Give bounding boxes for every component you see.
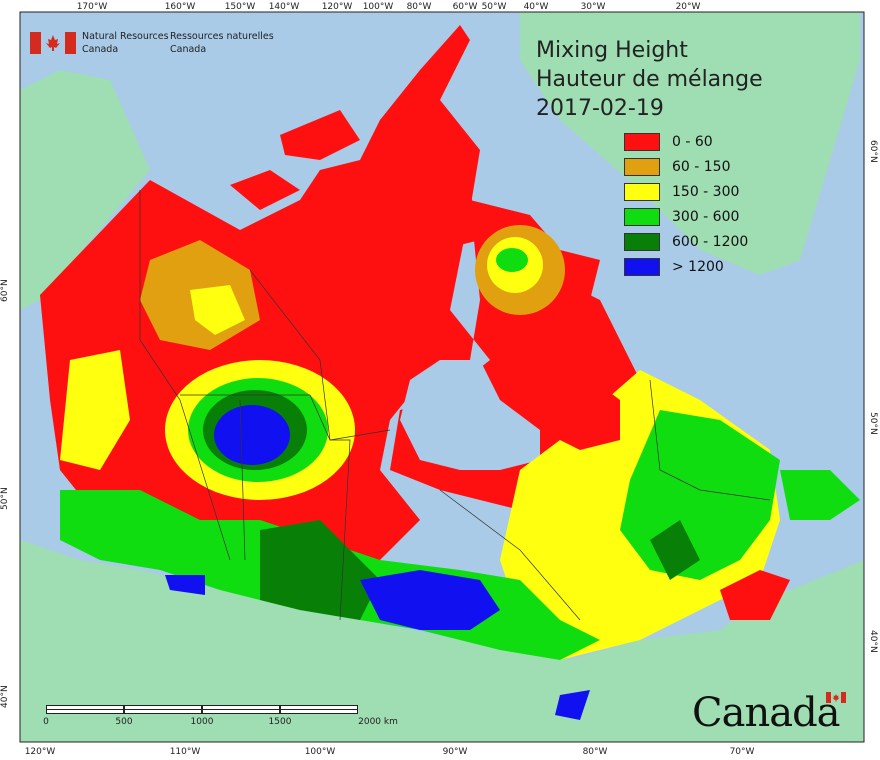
hudson-bay: [400, 360, 540, 470]
canada-flag-icon: [30, 32, 76, 54]
bc-blue: [165, 575, 205, 595]
quebec-red: [530, 370, 620, 450]
newfoundland: [780, 470, 860, 520]
legend-swatch: [624, 208, 660, 226]
bottom-tick: 70°W: [729, 747, 755, 757]
top-tick: 40°W: [523, 2, 549, 12]
legend-label: 150 - 300: [672, 184, 740, 200]
right-tick: 60°N: [868, 140, 878, 163]
maritimes-red: [720, 570, 790, 620]
legend-swatch: [624, 133, 660, 151]
top-tick: 100°W: [362, 2, 394, 12]
ontario-south-blue: [555, 690, 590, 720]
baffin-green: [496, 248, 528, 272]
south-darkgreen-band: [260, 520, 380, 620]
top-tick: 80°W: [406, 2, 432, 12]
arctic-island: [230, 170, 300, 210]
legend-label: 600 - 1200: [672, 234, 749, 250]
legend-label: > 1200: [672, 259, 724, 275]
wordmark-flag-icon: [826, 692, 846, 703]
agency-french: Ressources naturelles Canada: [170, 30, 280, 56]
agency-french-line: Canada: [170, 44, 207, 55]
top-tick: 170°W: [76, 2, 108, 12]
left-tick: 50°N: [0, 487, 10, 510]
agency-english-line: Natural Resources: [82, 31, 169, 42]
scale-midline: [46, 709, 358, 710]
bottom-tick: 80°W: [582, 747, 608, 757]
right-tick: 50°N: [868, 412, 878, 435]
legend-label: 300 - 600: [672, 209, 740, 225]
left-tick: 60°N: [0, 279, 10, 302]
west-yellow: [60, 350, 130, 470]
provincial-borders: [139, 190, 771, 621]
title-line: Hauteur de mélange: [536, 67, 763, 92]
legend-label: 60 - 150: [672, 159, 731, 175]
alaska-land: [20, 70, 150, 310]
scale-label: 0: [43, 717, 49, 727]
bottom-tick: 90°W: [442, 747, 468, 757]
top-tick: 20°W: [675, 2, 701, 12]
legend-swatch: [624, 183, 660, 201]
agency-french-line: Ressources naturelles: [170, 31, 274, 42]
map-title: Mixing Height Hauteur de mélange 2017-02…: [536, 36, 763, 123]
sask-blue: [214, 405, 290, 465]
labrador-darkgreen: [650, 520, 700, 580]
left-tick: 40°N: [0, 685, 10, 708]
title-line: 2017-02-19: [536, 96, 664, 121]
scale-label: 1500: [268, 717, 292, 727]
bottom-tick: 110°W: [169, 747, 201, 757]
top-tick: 30°W: [580, 2, 606, 12]
top-tick: 60°W: [452, 2, 478, 12]
top-tick: 150°W: [224, 2, 256, 12]
top-tick: 50°W: [481, 2, 507, 12]
top-tick: 160°W: [164, 2, 196, 12]
scale-label: 1000: [190, 717, 214, 727]
legend-swatch: [624, 233, 660, 251]
map-border: [19, 11, 865, 743]
usa-land: [20, 540, 864, 742]
right-tick: 40°N: [868, 630, 878, 653]
legend-swatch: [624, 158, 660, 176]
agency-english: Natural Resources Canada: [82, 30, 172, 56]
title-line: Mixing Height: [536, 38, 688, 63]
scale-label: 500: [115, 717, 133, 727]
arctic-island: [280, 110, 360, 160]
bottom-tick: 120°W: [24, 747, 56, 757]
legend-label: 0 - 60: [672, 134, 713, 150]
greenland-land: [520, 12, 860, 275]
top-tick: 140°W: [268, 2, 300, 12]
legend-swatch: [624, 258, 660, 276]
bottom-tick: 100°W: [304, 747, 336, 757]
ontario-blue: [360, 570, 500, 630]
top-tick: 120°W: [321, 2, 353, 12]
canada-wordmark: Canada: [692, 690, 841, 736]
arctic-island: [420, 190, 480, 250]
scale-label: 2000 km: [358, 717, 398, 727]
north-yellow: [190, 285, 245, 335]
agency-english-line: Canada: [82, 44, 119, 55]
